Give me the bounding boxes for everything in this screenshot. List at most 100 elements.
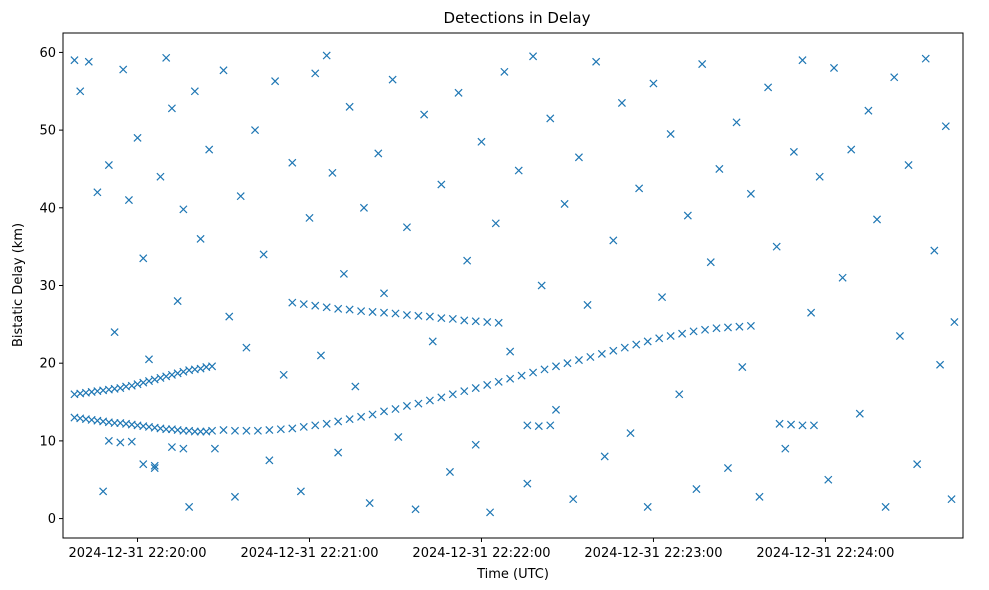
- data-point: [643, 337, 652, 346]
- data-point: [632, 340, 641, 349]
- data-point: [529, 52, 538, 61]
- chart-title: Detections in Delay: [444, 9, 591, 27]
- data-point: [491, 219, 500, 228]
- data-point: [119, 65, 128, 74]
- data-point: [574, 356, 583, 365]
- data-point: [185, 502, 194, 511]
- data-point: [855, 409, 864, 418]
- data-point: [316, 351, 325, 360]
- x-tick-label: 2024-12-31 22:20:00: [68, 546, 206, 561]
- data-point: [144, 377, 154, 386]
- data-point: [649, 79, 658, 88]
- data-point: [540, 365, 549, 374]
- x-tick-label: 2024-12-31 22:24:00: [756, 546, 894, 561]
- data-point: [738, 363, 747, 372]
- data-point: [359, 203, 368, 212]
- data-point: [276, 425, 285, 434]
- data-point: [789, 147, 798, 156]
- data-point: [162, 53, 171, 62]
- data-point: [463, 256, 472, 265]
- data-point: [448, 314, 457, 323]
- data-point: [339, 269, 348, 278]
- data-point: [445, 467, 454, 476]
- data-point: [815, 172, 824, 181]
- data-point: [251, 126, 260, 135]
- data-point: [881, 502, 890, 511]
- data-point: [609, 346, 618, 355]
- data-point: [144, 355, 154, 364]
- data-point: [296, 487, 305, 496]
- data-point: [936, 360, 945, 369]
- data-point: [150, 464, 159, 473]
- data-point: [104, 161, 113, 170]
- data-point: [127, 381, 136, 390]
- data-point: [99, 487, 108, 496]
- data-point: [368, 307, 377, 316]
- data-point: [460, 316, 469, 325]
- data-point: [698, 60, 707, 69]
- data-point: [210, 444, 219, 453]
- data-point: [334, 448, 343, 457]
- x-tick-label: 2024-12-31 22:22:00: [412, 546, 550, 561]
- data-point: [357, 412, 366, 421]
- data-point: [732, 118, 741, 127]
- data-point: [379, 289, 389, 298]
- data-point: [162, 425, 171, 434]
- data-point: [116, 438, 125, 447]
- data-point: [689, 327, 698, 336]
- data-point: [110, 328, 119, 337]
- data-point: [242, 426, 251, 435]
- data-point: [807, 308, 816, 317]
- data-point: [230, 492, 239, 501]
- data-point: [173, 369, 182, 378]
- y-tick-label: 60: [39, 46, 56, 61]
- data-point: [506, 374, 515, 383]
- data-point: [93, 188, 102, 197]
- data-point: [683, 211, 692, 220]
- data-point: [772, 242, 781, 251]
- data-point: [219, 66, 228, 75]
- data-point: [781, 444, 790, 453]
- data-point: [253, 426, 262, 435]
- data-point: [514, 166, 523, 175]
- data-point: [847, 145, 856, 154]
- data-point: [551, 405, 561, 414]
- data-point: [179, 367, 188, 376]
- data-point: [546, 421, 555, 430]
- data-point: [712, 324, 721, 333]
- data-point: [420, 110, 429, 119]
- data-point: [775, 419, 784, 428]
- data-point: [219, 425, 228, 435]
- data-point: [483, 317, 492, 327]
- data-point: [110, 418, 119, 428]
- data-point: [471, 384, 480, 393]
- data-point: [798, 56, 807, 65]
- data-point: [921, 54, 930, 63]
- data-point: [658, 293, 667, 302]
- data-point: [351, 382, 360, 391]
- data-point: [755, 492, 764, 501]
- data-point: [179, 205, 188, 214]
- data-point: [402, 401, 411, 410]
- data-point: [864, 106, 873, 115]
- data-point: [437, 393, 446, 402]
- data-point: [365, 499, 374, 508]
- data-point: [746, 321, 755, 330]
- data-point: [675, 390, 684, 399]
- y-tick-label: 30: [39, 279, 56, 294]
- data-point: [500, 67, 509, 76]
- y-tick-label: 40: [39, 201, 56, 216]
- data-point: [723, 323, 732, 332]
- data-point: [299, 300, 308, 309]
- data-point: [394, 432, 403, 442]
- data-point: [402, 223, 411, 232]
- x-tick-label: 2024-12-31 22:23:00: [584, 546, 722, 561]
- data-point: [242, 343, 251, 352]
- data-point: [322, 419, 331, 428]
- data-point: [345, 415, 354, 424]
- x-axis: 2024-12-31 22:20:00 2024-12-31 22:21:00 20…: [68, 538, 894, 561]
- data-point: [529, 368, 538, 377]
- data-point: [735, 322, 744, 331]
- data-point: [205, 145, 214, 154]
